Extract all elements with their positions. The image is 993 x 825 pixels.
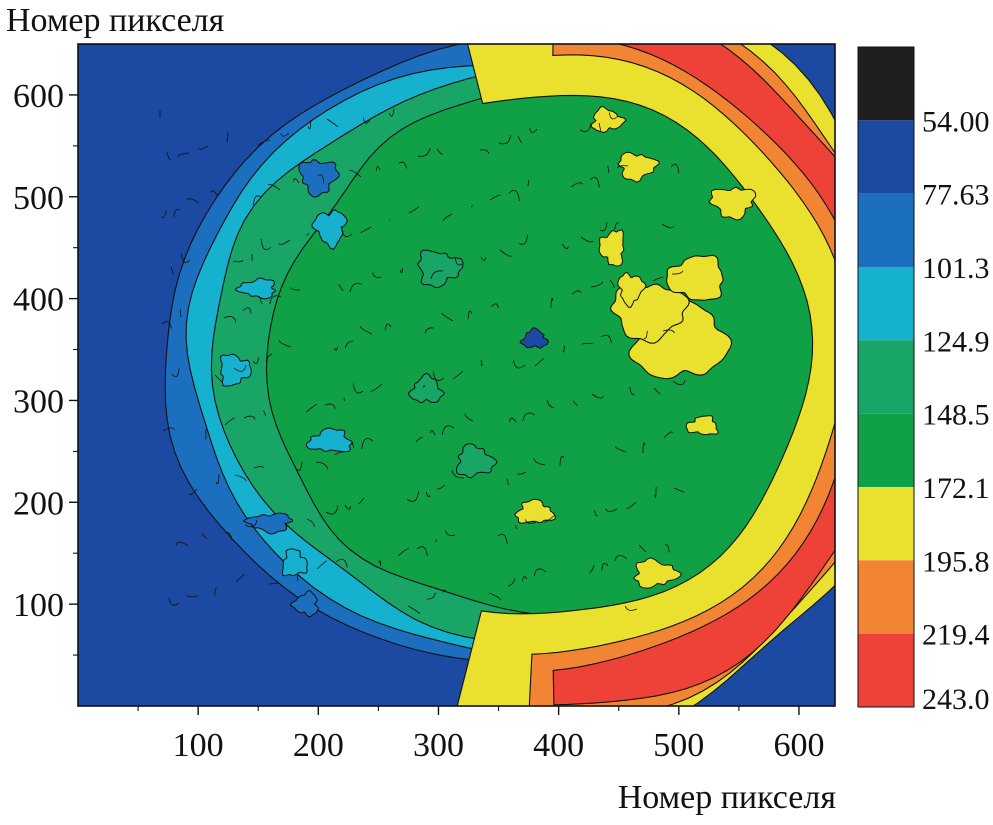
colorbar-label-9: 243.0 [922,683,990,716]
y-tick-label-600: 600 [13,78,64,115]
colorbar-band-2 [858,120,914,193]
x-tick-label-300: 300 [413,727,464,764]
colorbar-band-8 [858,560,914,633]
colorbar: 54.00 77.63 101.3 124.9 148.5 172.1 195.8 219.4… [858,47,990,716]
colorbar-band-4 [858,267,914,340]
y-tick-label-400: 400 [13,282,64,319]
colorbar-band-7 [858,487,914,560]
colorbar-label-4: 124.9 [922,325,990,358]
y-axis: 100 200 300 400 500 600 [13,78,78,655]
colorbar-band-9 [858,634,914,707]
colorbar-label-8: 219.4 [922,619,990,652]
colorbar-band-1 [858,47,914,120]
x-axis-label: Номер пикселя [618,779,837,816]
y-tick-label-300: 300 [13,383,64,420]
y-tick-label-500: 500 [13,180,64,217]
colorbar-label-1: 54.00 [922,105,990,138]
x-tick-label-200: 200 [293,727,344,764]
colorbar-band-3 [858,194,914,267]
colorbar-band-6 [858,414,914,487]
x-tick-label-500: 500 [653,727,704,764]
colorbar-label-7: 195.8 [922,545,990,578]
y-tick-label-100: 100 [13,587,64,624]
x-axis: 100 200 300 400 500 600 [138,706,824,764]
x-tick-label-400: 400 [533,727,584,764]
colorbar-label-2: 77.63 [922,179,990,212]
colorbar-label-3: 101.3 [922,252,990,285]
y-tick-label-200: 200 [13,485,64,522]
plot-area [78,0,930,736]
colorbar-band-5 [858,340,914,413]
x-tick-label-100: 100 [173,727,224,764]
x-tick-label-600: 600 [773,727,824,764]
y-axis-label: Номер пикселя [6,2,225,39]
contour-detail-111 [390,220,391,221]
colorbar-label-5: 148.5 [922,399,990,432]
colorbar-label-6: 172.1 [922,472,990,505]
